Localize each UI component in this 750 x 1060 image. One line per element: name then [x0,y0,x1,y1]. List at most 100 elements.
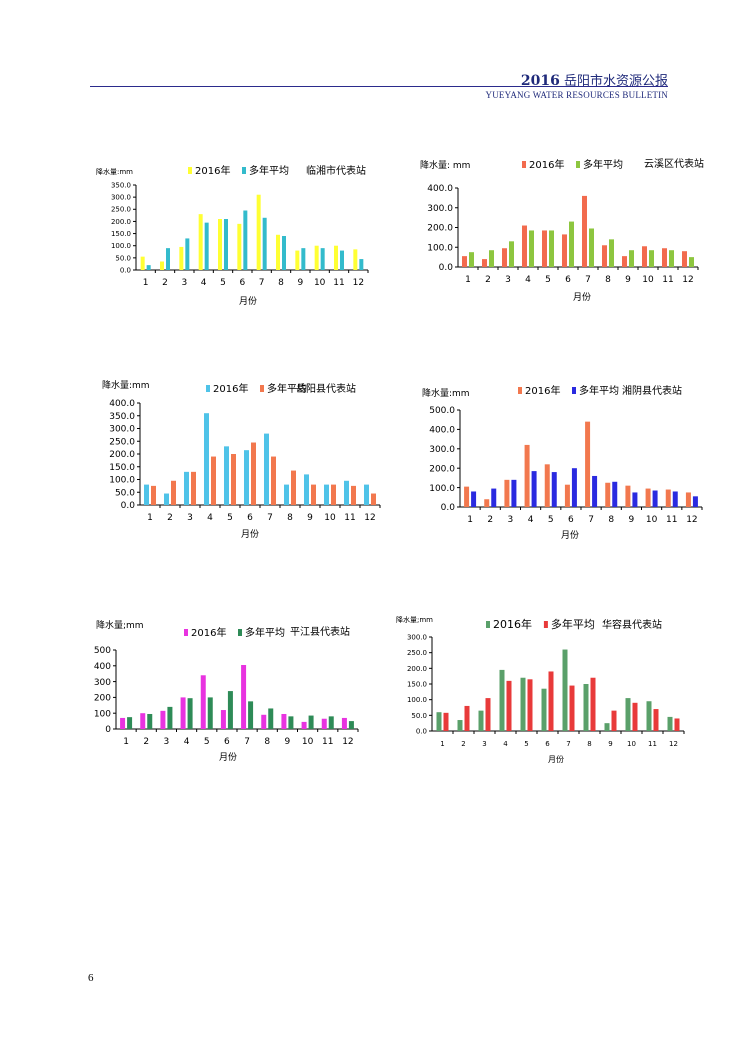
legend-label-2: 多年平均 [583,158,623,171]
bar-s2-8 [291,470,296,505]
bar-s2-6 [548,671,554,731]
bar-s1-10 [314,245,319,270]
y-axis-label: 降水量:mm [102,379,150,391]
bar-s2-1 [443,712,449,731]
bar-s2-9 [632,492,638,507]
y-axis-label: 降水量:mm [96,167,133,176]
bar-s2-12 [359,259,364,270]
x-tick-label: 11 [322,737,333,747]
y-tick-label: 500.0 [429,406,455,416]
legend-swatch-2 [576,161,580,168]
y-tick-label: 100.0 [429,484,455,494]
bar-s2-11 [669,250,674,267]
y-axis-label: 降水量;mm [396,615,433,624]
x-tick-label: 12 [682,275,693,285]
y-tick-label: 0 [105,725,111,735]
bar-s1-2 [457,720,463,731]
bar-s2-10 [632,702,638,731]
bulletin-header: 2016 岳阳市水资源公报 [521,70,668,89]
x-tick-label: 6 [247,513,253,523]
bar-s2-3 [485,698,491,731]
bar-s2-6 [571,468,577,507]
bar-s2-10 [308,715,314,729]
y-tick-label: 0.0 [121,501,136,511]
bar-s1-8 [583,684,589,731]
bar-s1-2 [484,499,490,507]
chart-linxiang: 降水量:mm 2016年 多年平均 临湘市代表站 0.0 50.0 100.0 150.0 20… [96,164,369,307]
bar-s2-4 [529,230,534,267]
y-tick-label: 100.0 [427,243,453,253]
legend-swatch-1 [206,385,210,392]
bar-s1-4 [499,669,505,731]
bar-s1-12 [341,717,347,729]
bar-s2-10 [652,490,658,507]
bar-s1-3 [502,248,507,267]
bar-s2-2 [491,488,497,507]
bar-s2-6 [243,210,248,270]
x-tick-label: 1 [465,275,471,285]
x-tick-label: 4 [503,740,508,748]
bar-s2-7 [589,228,594,267]
bar-s1-9 [604,723,610,731]
bar-s2-12 [674,718,680,731]
bar-s2-7 [262,217,267,270]
bar-s2-10 [331,484,336,505]
bar-s2-9 [288,716,294,729]
bar-s2-5 [527,679,533,731]
bar-s2-11 [672,491,678,507]
bar-s2-8 [282,236,286,270]
bar-s1-8 [284,484,289,505]
bar-s2-11 [328,716,334,729]
x-tick-label: 8 [587,740,591,748]
bar-s2-11 [653,709,659,731]
legend-label-2: 多年平均 [249,164,289,177]
x-tick-label: 10 [324,513,336,523]
bar-s2-9 [611,710,617,731]
x-tick-label: 4 [201,278,207,288]
bar-s1-4 [524,444,530,507]
y-tick-label: 100.0 [407,696,427,704]
bar-s2-1 [127,717,133,729]
y-tick-label: 400.0 [429,426,455,436]
legend-label-2: 多年平均 [579,384,619,397]
bar-s2-9 [629,250,634,267]
x-tick-label: 1 [467,515,473,525]
chart-title: 华容县代表站 [602,618,662,631]
y-tick-label: 300.0 [427,204,453,214]
y-tick-label: 400 [94,662,111,672]
bar-s2-4 [204,222,209,270]
x-tick-label: 3 [164,737,170,747]
page-number: 6 [88,972,94,984]
bar-s1-7 [264,433,269,505]
x-tick-label: 11 [333,278,344,288]
x-tick-label: 10 [627,740,636,748]
y-tick-label: 50.0 [115,488,135,498]
bar-s2-3 [191,471,196,505]
y-tick-label: 50.0 [411,712,427,720]
x-tick-label: 12 [669,740,678,748]
x-axis-label: 月份 [239,295,257,307]
bar-s1-6 [220,710,226,729]
bar-s2-12 [371,493,376,505]
bar-s2-4 [531,471,537,507]
y-tick-label: 0.0 [416,727,427,735]
bar-s1-6 [562,234,567,267]
bar-s1-2 [160,261,164,270]
y-tick-label: 100 [94,709,111,719]
bar-s2-2 [171,480,176,505]
x-tick-label: 3 [505,275,511,285]
bar-s1-12 [682,251,687,267]
y-axis-label: 降水量: mm [420,159,470,171]
x-tick-label: 4 [184,737,190,747]
x-tick-label: 7 [267,513,273,523]
y-tick-label: 300 [94,678,111,688]
chart-title: 平江县代表站 [290,625,350,638]
chart-title: 岳阳县代表站 [296,382,356,395]
x-axis-label: 月份 [561,529,579,541]
bar-s2-7 [271,456,276,505]
bar-s1-9 [625,485,631,507]
y-tick-label: 200.0 [109,450,135,460]
bar-s2-3 [185,238,190,270]
bar-s2-7 [592,475,598,507]
